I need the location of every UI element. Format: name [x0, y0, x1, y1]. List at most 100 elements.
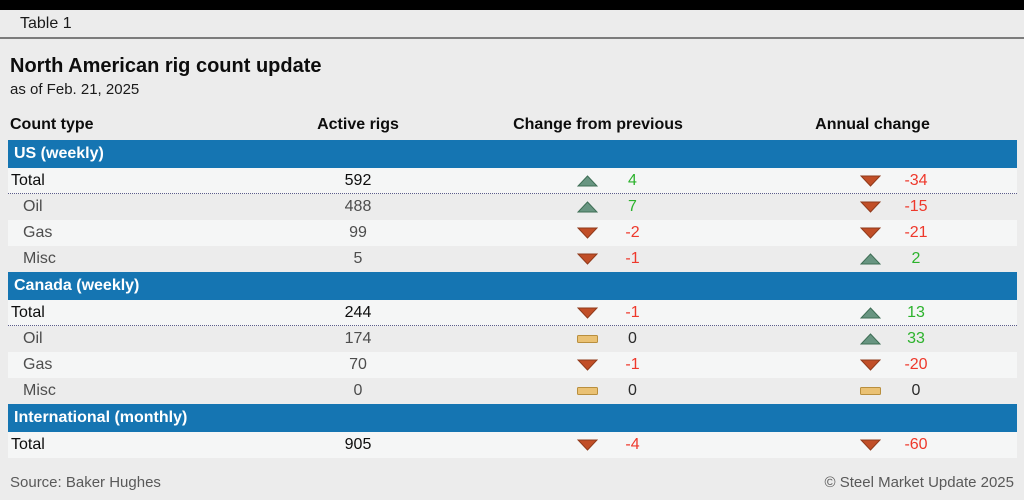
change-from-previous-cell: 0 [484, 326, 744, 352]
table-row: Total 244 -1 13 [8, 300, 1017, 326]
rig-count-table: US (weekly) Total 592 4 -34 Oil 488 7 -1… [8, 140, 1017, 458]
annual-change-value: 33 [907, 330, 925, 347]
change-from-previous-cell: 4 [484, 168, 744, 193]
col-header-change-from-previous: Change from previous [513, 116, 683, 133]
down-triangle-icon [860, 227, 881, 239]
down-triangle-icon [576, 227, 598, 239]
row-label: Misc [23, 250, 56, 267]
up-triangle-icon [860, 253, 881, 265]
down-triangle-icon [860, 439, 881, 451]
annual-change-cell: -15 [753, 194, 1024, 220]
table-number-label: Table 1 [20, 15, 72, 32]
col-header-active-rigs: Active rigs [317, 116, 399, 133]
active-rigs-value: 174 [344, 330, 372, 347]
section-header-bar: International (monthly) [8, 404, 1017, 432]
table-row: Misc 5 -1 2 [8, 246, 1017, 272]
page-title: North American rig count update [10, 55, 322, 77]
table-section: US (weekly) Total 592 4 -34 Oil 488 7 -1… [8, 140, 1017, 272]
annual-change-value: -15 [904, 198, 928, 215]
row-label: Oil [23, 330, 43, 347]
annual-change-cell: -34 [753, 168, 1024, 193]
annual-change-cell: 2 [753, 246, 1024, 272]
change-from-previous-value: 0 [628, 330, 637, 347]
annual-change-cell: 33 [753, 326, 1024, 352]
as-of-date: as of Feb. 21, 2025 [10, 81, 140, 98]
flat-dash-icon [860, 385, 881, 397]
change-from-previous-value: 4 [628, 171, 637, 189]
change-from-previous-cell: 0 [484, 378, 744, 404]
annual-change-value: -60 [904, 436, 928, 453]
flat-dash-icon [576, 333, 598, 345]
annual-change-cell: -60 [753, 432, 1024, 458]
row-label: Total [11, 171, 45, 189]
down-triangle-icon [576, 253, 598, 265]
annual-change-value: -34 [904, 171, 928, 189]
section-header-bar: US (weekly) [8, 140, 1017, 168]
down-triangle-icon [576, 359, 598, 371]
footer: Source: Baker Hughes © Steel Market Upda… [10, 474, 1014, 491]
annual-change-value: -20 [904, 356, 928, 373]
down-triangle-icon [576, 307, 598, 319]
annual-change-value: -21 [904, 224, 928, 241]
down-triangle-icon [860, 175, 881, 187]
annual-change-value: 0 [911, 382, 921, 399]
change-from-previous-value: -1 [625, 356, 640, 373]
table-row: Oil 174 0 33 [8, 326, 1017, 352]
section-header-bar: Canada (weekly) [8, 272, 1017, 300]
change-from-previous-value: 0 [628, 382, 637, 399]
active-rigs-value: 488 [344, 198, 372, 215]
row-label: Total [11, 303, 45, 321]
active-rigs-value: 905 [344, 436, 372, 453]
active-rigs-value: 244 [344, 303, 372, 321]
table-row: Misc 0 0 0 [8, 378, 1017, 404]
down-triangle-icon [860, 201, 881, 213]
down-triangle-icon [860, 359, 881, 371]
table-section: International (monthly) Total 905 -4 -60 [8, 404, 1017, 458]
annual-change-cell: -20 [753, 352, 1024, 378]
table-row: Total 592 4 -34 [8, 168, 1017, 194]
up-triangle-icon [860, 333, 881, 345]
row-label: Gas [23, 224, 53, 241]
change-from-previous-cell: -1 [484, 300, 744, 325]
active-rigs-value: 70 [349, 356, 367, 373]
change-from-previous-value: -1 [625, 303, 640, 321]
annual-change-cell: 0 [753, 378, 1024, 404]
column-header-row: Count type Active rigs Change from previ… [8, 115, 1017, 135]
table-row: Total 905 -4 -60 [8, 432, 1017, 458]
change-from-previous-value: 7 [628, 198, 637, 215]
table-row: Oil 488 7 -15 [8, 194, 1017, 220]
row-label: Oil [23, 198, 43, 215]
annual-change-cell: -21 [753, 220, 1024, 246]
row-label: Gas [23, 356, 53, 373]
change-from-previous-cell: -4 [484, 432, 744, 458]
change-from-previous-cell: -2 [484, 220, 744, 246]
annual-change-value: 13 [907, 303, 925, 321]
active-rigs-value: 0 [353, 382, 363, 399]
row-label: Misc [23, 382, 56, 399]
copyright-note: © Steel Market Update 2025 [824, 474, 1015, 491]
active-rigs-value: 5 [353, 250, 363, 267]
top-accent-bar [0, 0, 1024, 10]
down-triangle-icon [576, 439, 598, 451]
change-from-previous-value: -4 [625, 436, 640, 453]
change-from-previous-cell: -1 [484, 246, 744, 272]
active-rigs-value: 592 [344, 171, 372, 189]
up-triangle-icon [860, 306, 881, 319]
change-from-previous-cell: 7 [484, 194, 744, 220]
change-from-previous-value: -1 [625, 250, 640, 267]
col-header-annual-change: Annual change [815, 116, 930, 133]
flat-dash-icon [576, 385, 598, 397]
col-header-count-type: Count type [10, 116, 94, 133]
source-note: Source: Baker Hughes [10, 474, 161, 491]
up-triangle-icon [576, 201, 598, 213]
table-row: Gas 99 -2 -21 [8, 220, 1017, 246]
row-label: Total [11, 436, 45, 453]
change-from-previous-value: -2 [625, 224, 640, 241]
table-row: Gas 70 -1 -20 [8, 352, 1017, 378]
header-divider [0, 37, 1024, 39]
table-section: Canada (weekly) Total 244 -1 13 Oil 174 … [8, 272, 1017, 404]
up-triangle-icon [576, 174, 598, 187]
annual-change-cell: 13 [753, 300, 1024, 325]
change-from-previous-cell: -1 [484, 352, 744, 378]
